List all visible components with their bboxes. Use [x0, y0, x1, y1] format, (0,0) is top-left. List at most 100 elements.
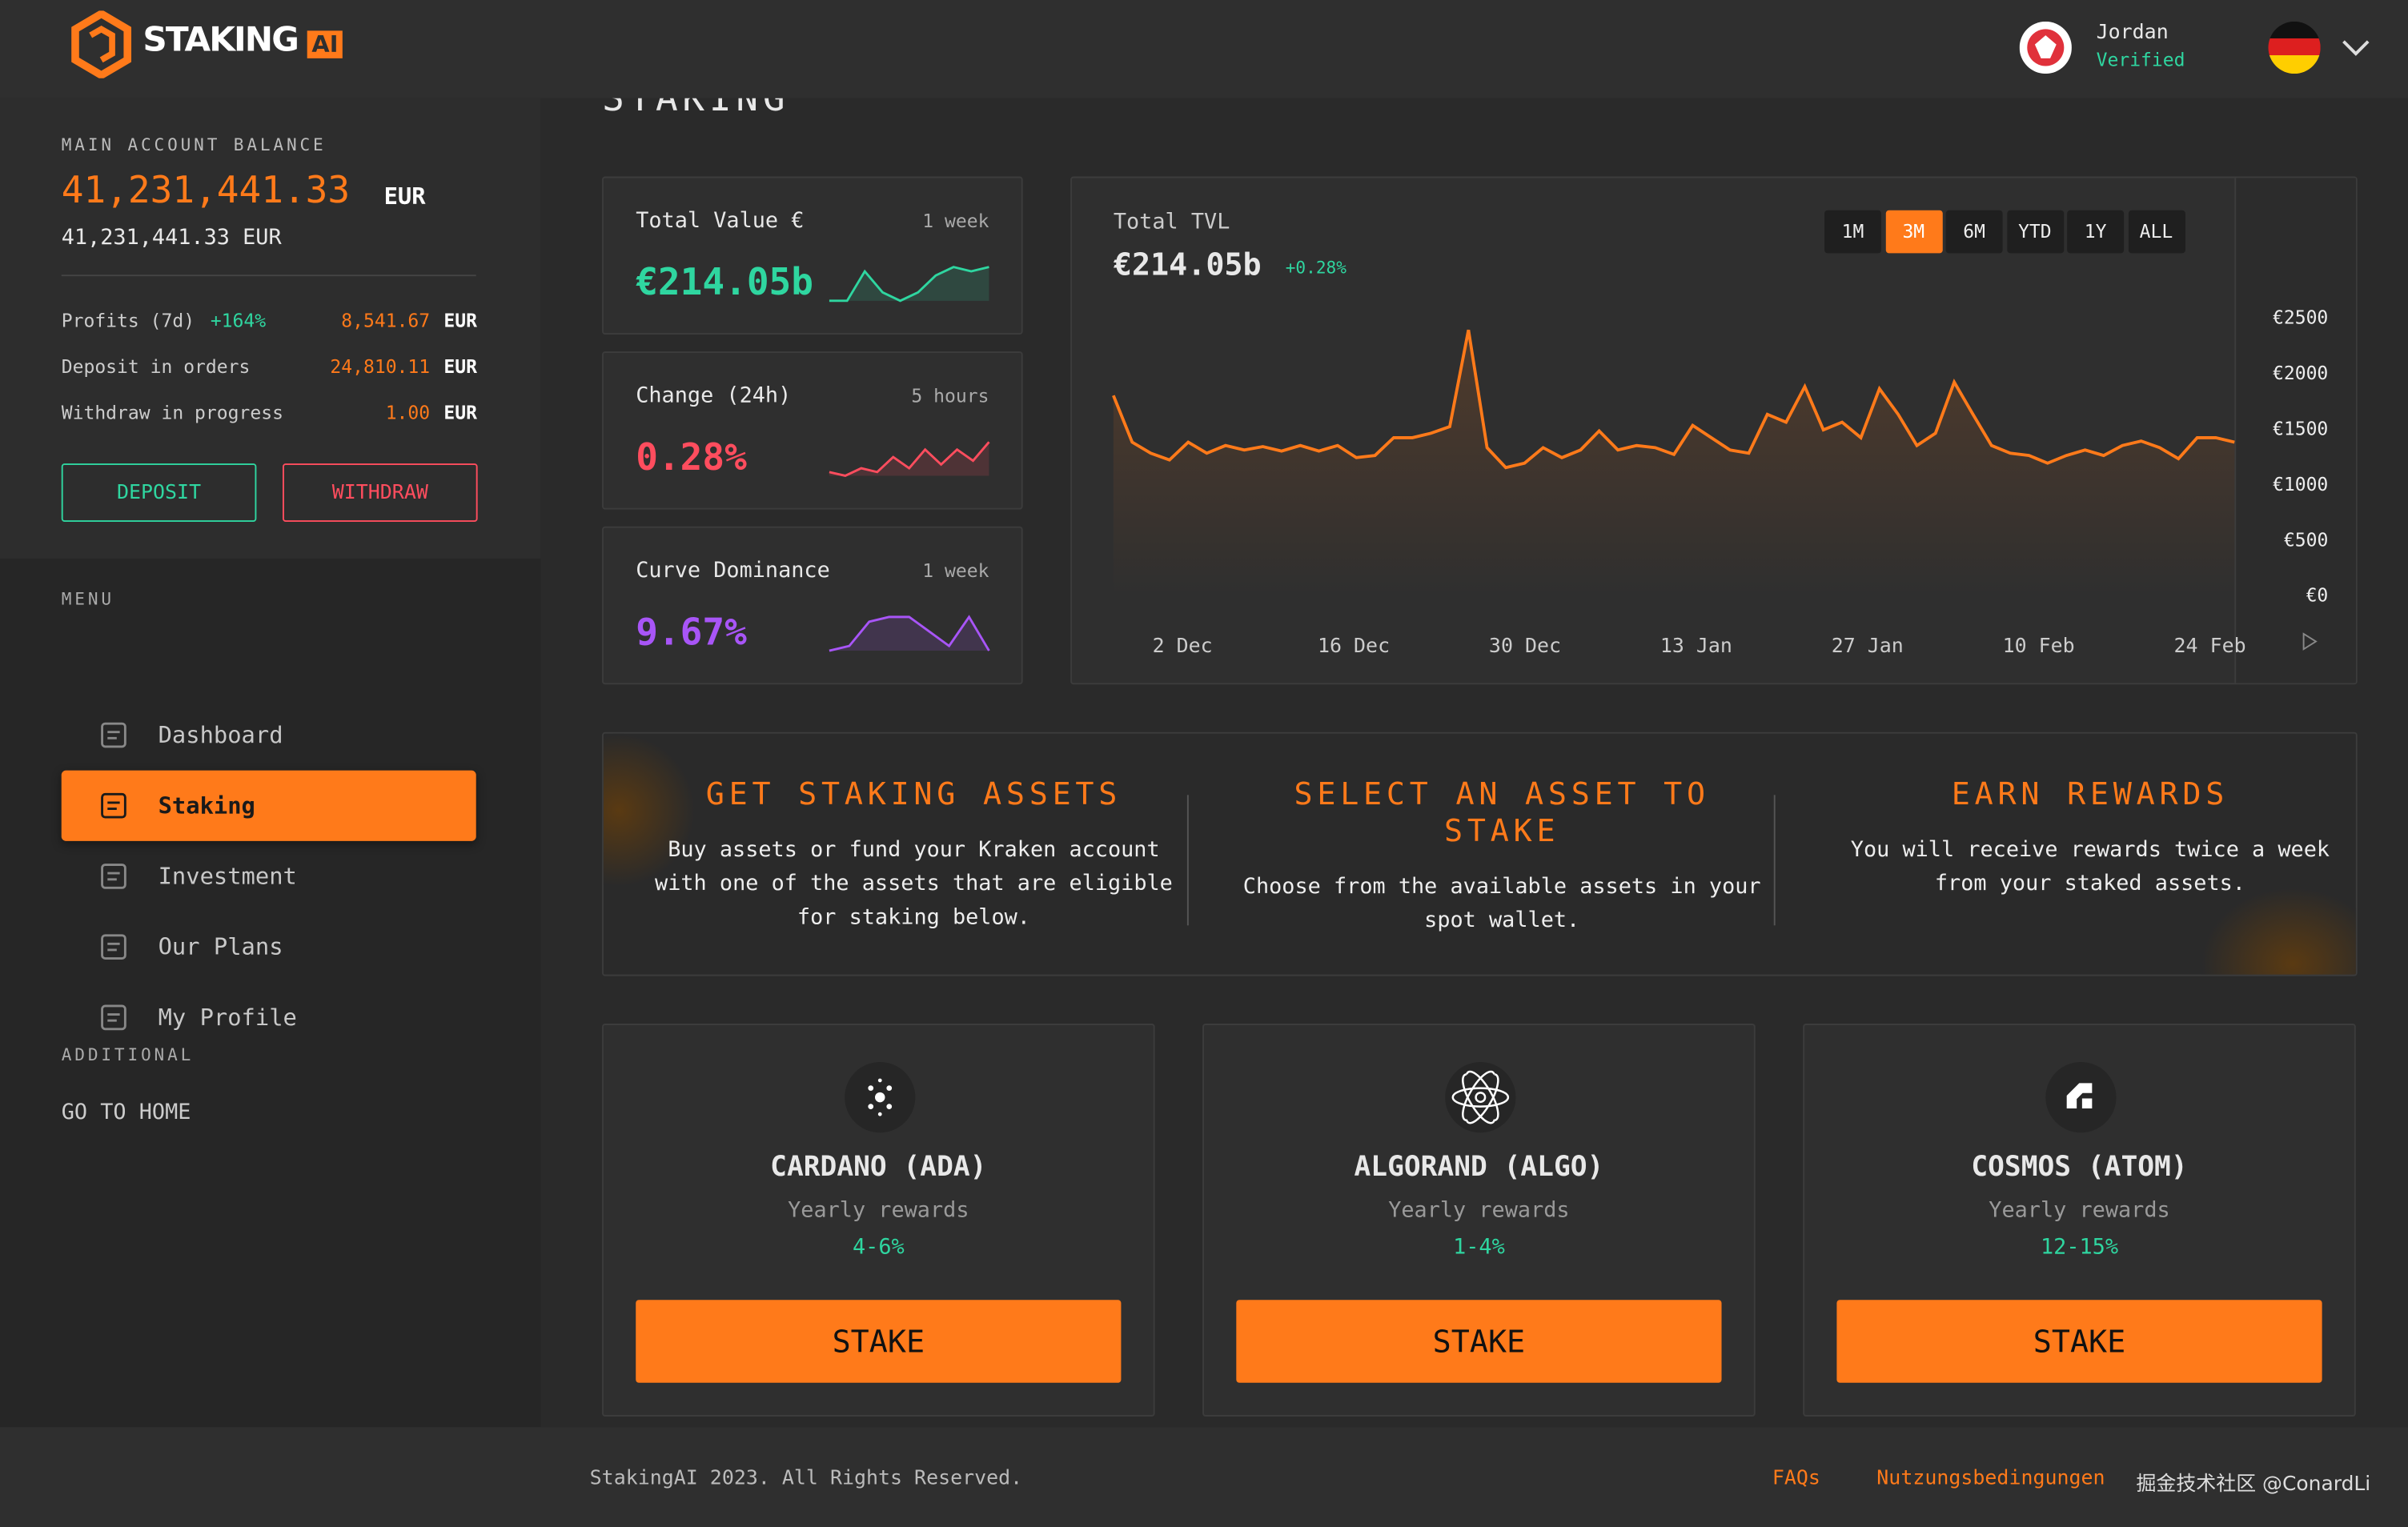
- steps-panel: [602, 731, 2358, 976]
- sparkline-chart: [829, 615, 990, 652]
- divider: [61, 275, 476, 277]
- icon-shape: [101, 934, 126, 960]
- stat-card-period: 5 hours: [911, 385, 989, 407]
- divider: [1773, 795, 1776, 926]
- stat-label: Withdraw in progress: [61, 402, 283, 424]
- menu-text: Staking: [158, 792, 255, 820]
- stake-button[interactable]: STAKE: [1836, 1300, 2322, 1383]
- deposit-button[interactable]: DEPOSIT: [61, 463, 257, 522]
- icon-shape: [101, 1004, 126, 1031]
- range-button[interactable]: 1M: [1824, 210, 1882, 254]
- asset-icon: [1445, 1061, 1516, 1133]
- menu-icon: [101, 722, 126, 748]
- stake-button[interactable]: STAKE: [1236, 1300, 1722, 1383]
- footer-link[interactable]: Nutzungsbedingungen: [1876, 1467, 2105, 1490]
- range-button[interactable]: YTD: [2006, 210, 2064, 254]
- stat-value: 24,810.11: [330, 355, 431, 378]
- stat-card-value: 9.67%: [636, 611, 747, 654]
- dropdown-arrow[interactable]: [2341, 37, 2371, 58]
- menu-icon: [101, 792, 126, 819]
- stat-currency: EUR: [443, 355, 478, 378]
- stat-label: Deposit in orders: [61, 355, 251, 378]
- home-link[interactable]: GO TO HOME: [61, 1100, 191, 1125]
- footer-link[interactable]: FAQs: [1772, 1467, 1820, 1490]
- stat-card-title: Change (24h): [636, 383, 792, 409]
- user-status: Verified: [2096, 49, 2185, 71]
- menu-item[interactable]: Investment: [62, 841, 476, 912]
- menu-item[interactable]: Staking: [61, 770, 476, 841]
- stat-value: 1.00: [385, 402, 431, 424]
- avatar[interactable]: [2019, 21, 2072, 74]
- menu-item[interactable]: Our Plans: [62, 912, 476, 982]
- x-tick-label: 30 Dec: [1489, 634, 1561, 657]
- asset-rate: 4-6%: [852, 1235, 905, 1260]
- range-button[interactable]: 1Y: [2067, 210, 2125, 254]
- stat-card-period: 1 week: [922, 210, 989, 232]
- icon-shape: [107, 731, 120, 739]
- sparkline-chart: [829, 441, 990, 477]
- stake-button[interactable]: STAKE: [636, 1300, 1122, 1383]
- menu-text: Dashboard: [158, 721, 283, 749]
- stat-currency: EUR: [443, 402, 478, 424]
- step: EARN REWARDS You will receive rewards twi…: [1821, 775, 2358, 900]
- tvl-card: [1070, 176, 2358, 685]
- y-tick-label: €1500: [2273, 419, 2328, 439]
- icon-shape: [868, 1078, 893, 1116]
- range-button[interactable]: 3M: [1884, 210, 1942, 254]
- step-title: SELECT AN ASSET TO STAKE: [1294, 775, 1710, 849]
- sparkline-chart: [829, 266, 989, 303]
- range-button[interactable]: 6M: [1945, 210, 2003, 254]
- y-tick-label: €1000: [2273, 475, 2328, 495]
- menu-icon: [101, 1004, 126, 1031]
- withdraw-button[interactable]: WITHDRAW: [282, 463, 478, 522]
- stat-card-title: Total Value €: [636, 208, 805, 234]
- x-tick-label: 10 Feb: [2003, 634, 2075, 657]
- step-text: Choose from the available assets in your…: [1242, 875, 1761, 933]
- stat-card-value: €214.05b: [636, 260, 813, 304]
- sparkline-area: [829, 616, 989, 651]
- asset-label: Yearly rewards: [788, 1198, 969, 1224]
- stat-label: Profits (7d): [61, 310, 195, 332]
- header: STAKING AI Jordan Verified: [0, 0, 2408, 98]
- step-title: GET STAKING ASSETS: [705, 775, 1122, 812]
- x-tick-label: 27 Jan: [1832, 634, 1904, 657]
- stat-card-title: Curve Dominance: [636, 559, 830, 583]
- stat-card: Total Value € 1 week €214.05b: [602, 176, 1023, 335]
- logo-badge: AI: [307, 30, 343, 58]
- sparkline: [829, 615, 990, 652]
- additional-label: ADDITIONAL: [61, 1044, 195, 1065]
- stat-change: +164%: [210, 310, 267, 332]
- asset-rate: 12-15%: [2040, 1235, 2119, 1260]
- watermark: 掘金技术社区 @ConardLi: [2136, 1473, 2371, 1497]
- menu-icon: [101, 934, 126, 960]
- icon-shape: [107, 942, 120, 952]
- sidebar: MAIN ACCOUNT BALANCE 41,231,441.33 EUR 4…: [0, 98, 541, 1428]
- menu-text: Our Plans: [158, 932, 283, 961]
- language-flag[interactable]: [2268, 21, 2321, 74]
- menu-icon: [101, 864, 126, 889]
- asset-icon: [845, 1061, 916, 1133]
- sparkline-area: [829, 442, 989, 476]
- copyright: StakingAI 2023. All Rights Reserved.: [589, 1467, 1023, 1490]
- icon-shape: [1451, 1070, 1510, 1124]
- x-tick-label: 16 Dec: [1318, 634, 1390, 657]
- menu-item[interactable]: Dashboard: [62, 699, 476, 770]
- scroll-icon[interactable]: [2302, 632, 2318, 651]
- area: [1113, 330, 2235, 596]
- asset-card: COSMOS (ATOM) Yearly rewards 12-15% STAKE: [1803, 1024, 2356, 1417]
- balance-secondary: 41,231,441.33 EUR: [61, 225, 282, 250]
- tvl-line: [1112, 329, 2235, 470]
- x-tick-label: 13 Jan: [1660, 634, 1732, 657]
- icon-shape: [107, 1013, 120, 1022]
- stat-card-period: 1 week: [922, 559, 989, 582]
- asset-label: Yearly rewards: [1388, 1198, 1570, 1224]
- y-axis-panel: [2234, 178, 2356, 683]
- menu-item[interactable]: My Profile: [62, 982, 476, 1052]
- logo-icon: [71, 10, 132, 78]
- step: SELECT AN ASSET TO STAKE Choose from the …: [1233, 775, 1770, 937]
- sparkline: [829, 266, 989, 303]
- sparkline-area: [829, 267, 989, 301]
- range-button[interactable]: ALL: [2127, 210, 2185, 254]
- tvl-title: Total TVL: [1113, 210, 1230, 235]
